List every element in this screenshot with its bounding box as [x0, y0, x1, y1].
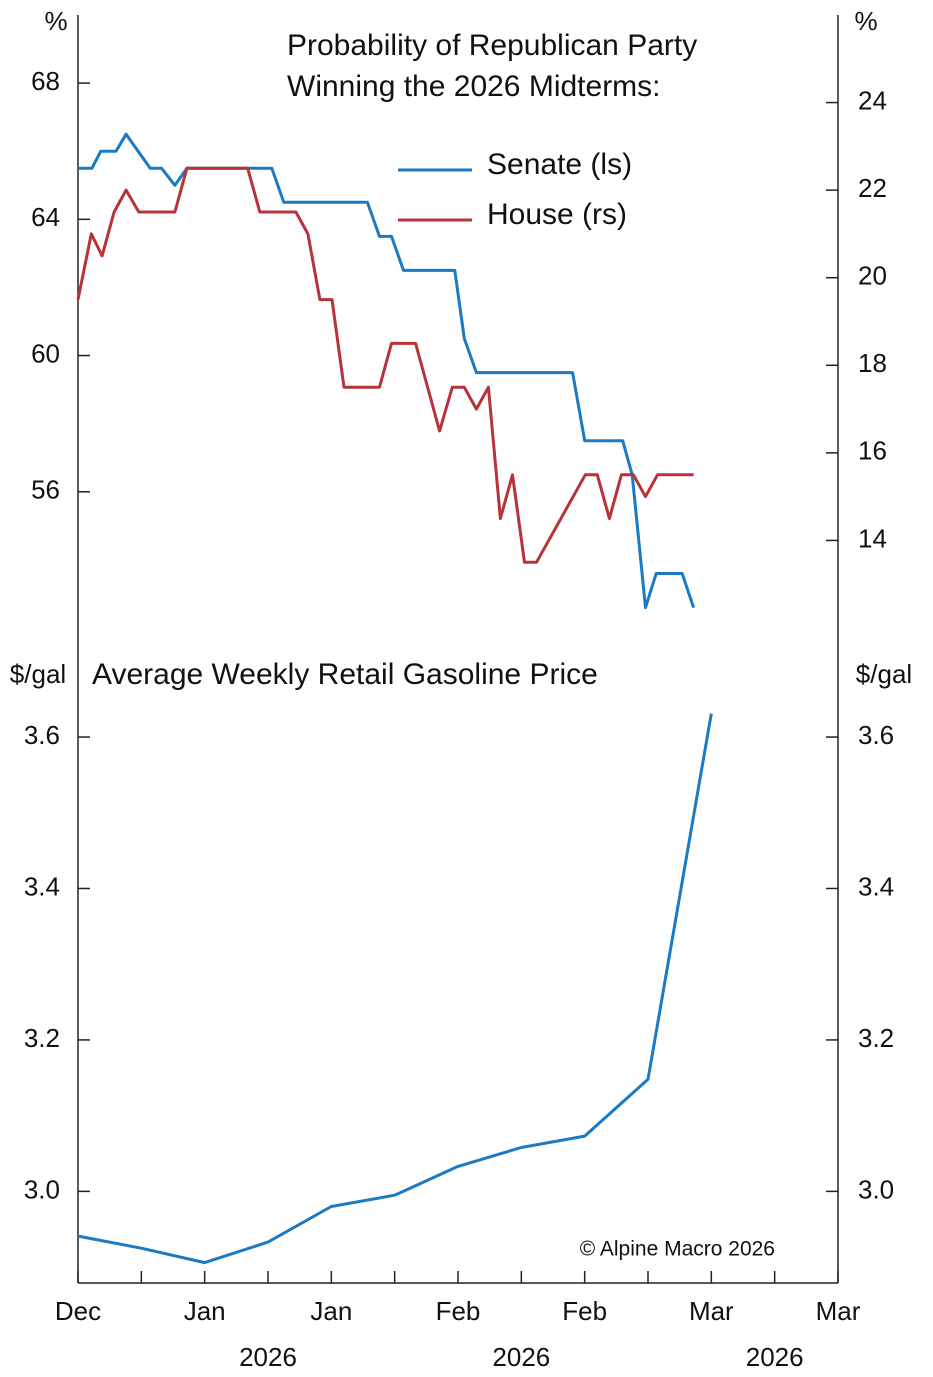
- x-year-label: 2026: [746, 1342, 804, 1372]
- series-line: [76, 166, 694, 564]
- y2-tick-label: 3.0: [858, 1174, 894, 1204]
- chart-title: Probability of Republican Party: [287, 29, 697, 62]
- x-year-label: 2026: [492, 1342, 550, 1372]
- y2-tick-label: 18: [858, 348, 887, 378]
- x-tick-label: Feb: [436, 1296, 481, 1326]
- y-tick-label: 3.6: [24, 720, 60, 750]
- y2-unit: $/gal: [856, 659, 912, 689]
- legend-label: Senate (ls): [487, 148, 632, 181]
- y2-tick-label: 20: [858, 261, 887, 291]
- chart-title: Winning the 2026 Midterms:: [287, 70, 661, 103]
- y2-tick-label: 24: [858, 85, 887, 115]
- y-tick-label: 3.4: [24, 871, 60, 901]
- x-tick-label: Mar: [689, 1296, 734, 1326]
- y2-tick-label: 3.2: [858, 1023, 894, 1053]
- annotation: © Alpine Macro 2026: [580, 1238, 775, 1261]
- legend-label: House (rs): [487, 198, 627, 231]
- series-line: [77, 713, 713, 1265]
- y-tick-label: 3.0: [24, 1174, 60, 1204]
- y2-unit: %: [854, 6, 877, 36]
- x-tick-label: Jan: [184, 1296, 226, 1326]
- series-line: [78, 132, 696, 610]
- x-tick-label: Jan: [310, 1296, 352, 1326]
- y-tick-label: 64: [31, 202, 60, 232]
- y2-tick-label: 14: [858, 523, 887, 553]
- y2-tick-label: 16: [858, 436, 887, 466]
- x-tick-label: Feb: [562, 1296, 607, 1326]
- y2-tick-label: 3.6: [858, 720, 894, 750]
- x-tick-label: Mar: [816, 1296, 861, 1326]
- y-tick-label: 3.2: [24, 1023, 60, 1053]
- y-tick-label: 56: [31, 475, 60, 505]
- y-tick-label: 68: [31, 66, 60, 96]
- y2-tick-label: 22: [858, 173, 887, 203]
- x-tick-label: Dec: [55, 1296, 101, 1326]
- y-unit: %: [44, 6, 67, 36]
- y2-tick-label: 3.4: [858, 871, 894, 901]
- y-unit: $/gal: [10, 659, 66, 689]
- x-year-label: 2026: [239, 1342, 297, 1372]
- chart-title: Average Weekly Retail Gasoline Price: [92, 658, 598, 691]
- y-tick-label: 60: [31, 338, 60, 368]
